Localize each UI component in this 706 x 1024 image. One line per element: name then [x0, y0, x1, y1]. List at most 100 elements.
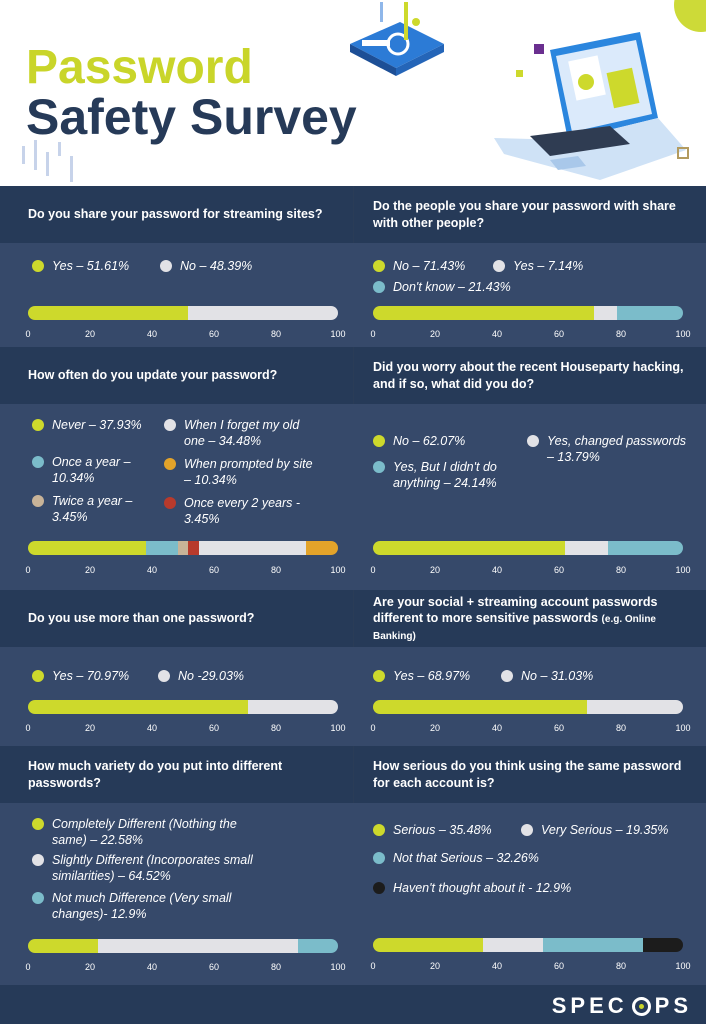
legend-item: Slightly Different (Incorporates small s… — [32, 853, 282, 884]
legend-item: Yes – 70.97% — [32, 669, 129, 685]
tick-label: 0 — [25, 962, 31, 972]
bar-segment — [482, 938, 543, 952]
legend-dot-icon — [32, 818, 44, 830]
legend-item: No – 48.39% — [160, 259, 252, 275]
page-title-line2: Safety Survey — [26, 89, 357, 145]
bar-segment — [373, 541, 566, 555]
bar-segment — [188, 541, 199, 555]
question-band — [0, 746, 353, 803]
question-band — [0, 590, 353, 647]
legend-item: Yes – 7.14% — [493, 259, 583, 275]
answer-area: Yes – 51.61% No – 48.39% 0 20 40 60 80 100 — [0, 243, 353, 347]
bar-segment — [28, 939, 98, 953]
logo-text-left: SPEC — [551, 993, 628, 1018]
question-text: Did you worry about the recent Housepart… — [373, 347, 690, 404]
tick-label: 40 — [491, 329, 503, 339]
tick-label: 40 — [146, 962, 158, 972]
bar-segment — [373, 306, 595, 320]
bar-segment — [594, 306, 617, 320]
answer-area: No – 71.43% Yes – 7.14% Don't know – 21.… — [353, 243, 706, 347]
legend-item: No – 71.43% — [373, 259, 465, 275]
tick-label: 20 — [84, 565, 96, 575]
legend-item: Once a year – 10.34% — [32, 455, 144, 486]
legend: Yes – 51.61% No – 48.39% — [0, 243, 353, 287]
tick-label: 0 — [370, 329, 376, 339]
legend-label: Not that Serious – 32.26% — [393, 851, 539, 865]
bar-segment — [28, 541, 146, 555]
tick-label: 80 — [270, 723, 282, 733]
legend-label: Not much Difference (Very small changes)… — [52, 891, 232, 921]
legend-dot-icon — [373, 852, 385, 864]
legend-label: Once a year – 10.34% — [52, 455, 131, 485]
legend-dot-icon — [373, 882, 385, 894]
question-text: Do you share your password for streaming… — [28, 186, 337, 243]
question-text: Are your social + streaming account pass… — [373, 590, 690, 647]
stacked-bar — [373, 306, 683, 320]
question-text: Do the people you share your password wi… — [373, 186, 690, 243]
question-text: How much variety do you put into differe… — [28, 746, 337, 803]
legend-dot-icon — [501, 670, 513, 682]
bar-segment — [297, 939, 338, 953]
legend-item: Don't know – 21.43% — [373, 280, 511, 296]
question-band — [354, 590, 706, 647]
legend-item: Yes – 68.97% — [373, 669, 470, 685]
legend-label: When prompted by site – 10.34% — [184, 457, 313, 487]
legend-dot-icon — [521, 824, 533, 836]
answer-area: Yes – 68.97% No – 31.03% 0 20 40 60 80 100 — [353, 647, 706, 746]
survey-panel-streaming-share: Do you share your password for streaming… — [0, 186, 353, 347]
tick-label: 100 — [330, 962, 346, 972]
legend-label: When I forget my old one – 34.48% — [184, 418, 300, 448]
legend-label: Yes, But I didn't do anything – 24.14% — [393, 460, 497, 490]
legend-label: Twice a year – 3.45% — [52, 494, 133, 524]
legend-label: No – 48.39% — [180, 259, 253, 273]
tick-label: 100 — [330, 723, 346, 733]
tick-label: 100 — [675, 565, 691, 575]
question-title: Do you use more than one password? — [28, 611, 255, 626]
page-title-line1: Password — [26, 41, 253, 94]
survey-panel-update-frequency: How often do you update your password? N… — [0, 347, 353, 590]
legend: Yes – 68.97% No – 31.03% — [353, 647, 706, 686]
answer-area: No – 62.07% Yes, changed passwords – 13.… — [353, 404, 706, 590]
answer-area: Serious – 35.48% Very Serious – 19.35% N… — [353, 803, 706, 985]
tick-label: 60 — [208, 723, 220, 733]
legend-label: Haven't thought about it - 12.9% — [393, 881, 572, 895]
key-lock-illustration — [350, 2, 444, 76]
legend-label: Yes – 68.97% — [393, 669, 471, 683]
legend-item: Never – 37.93% — [32, 418, 144, 434]
legend-item: Very Serious – 19.35% — [521, 823, 668, 839]
legend-dot-icon — [164, 458, 176, 470]
legend-label: Yes – 51.61% — [52, 259, 130, 273]
tick-label: 0 — [25, 329, 31, 339]
legend-dot-icon — [32, 495, 44, 507]
legend-dot-icon — [527, 435, 539, 447]
stacked-bar — [28, 541, 338, 555]
legend-label: Serious – 35.48% — [393, 823, 492, 837]
tick-label: 80 — [615, 329, 627, 339]
tick-label: 80 — [615, 723, 627, 733]
legend-dot-icon — [32, 456, 44, 468]
stacked-bar — [373, 938, 683, 952]
legend-item: Haven't thought about it - 12.9% — [373, 881, 571, 897]
bar-segment — [305, 541, 338, 555]
legend-item: When prompted by site – 10.34% — [164, 457, 314, 488]
logo-o-icon — [631, 996, 651, 1016]
question-band — [354, 347, 706, 404]
axis-ticks: 0 20 40 60 80 100 — [370, 723, 690, 735]
legend-dot-icon — [493, 260, 505, 272]
legend-dot-icon — [164, 419, 176, 431]
tick-label: 80 — [615, 961, 627, 971]
legend-label: Completely Different (Nothing the same) … — [52, 817, 237, 847]
legend-dot-icon — [164, 497, 176, 509]
question-title: Do you share your password for streaming… — [28, 207, 323, 222]
bar-segment — [565, 541, 609, 555]
tick-label: 60 — [553, 565, 565, 575]
tick-label: 60 — [553, 961, 565, 971]
bar-segment — [642, 938, 683, 952]
answer-area: Yes – 70.97% No -29.03% 0 20 40 60 80 100 — [0, 647, 353, 746]
legend-dot-icon — [32, 260, 44, 272]
survey-panel-seriousness: How serious do you think using the same … — [353, 746, 706, 985]
tick-label: 20 — [429, 565, 441, 575]
stacked-bar — [373, 700, 683, 714]
tick-label: 20 — [84, 329, 96, 339]
bar-segment — [145, 541, 178, 555]
